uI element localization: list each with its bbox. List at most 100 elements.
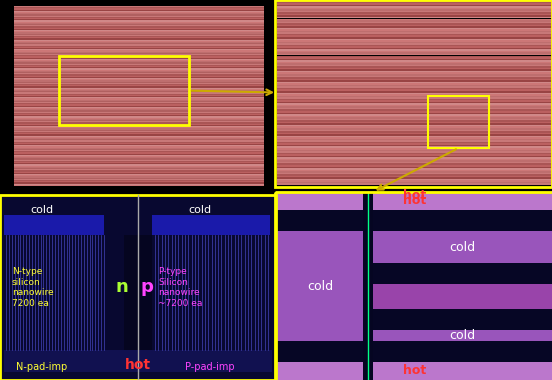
Text: hot: hot — [125, 358, 151, 372]
Bar — [14, 55, 264, 56]
Bar — [277, 179, 552, 180]
Bar — [277, 210, 552, 231]
Bar — [277, 137, 552, 139]
Bar — [277, 96, 552, 97]
Bar — [14, 181, 264, 182]
Bar — [14, 113, 264, 114]
Bar — [14, 22, 264, 23]
Text: cold: cold — [30, 205, 54, 215]
Bar — [277, 14, 552, 16]
Bar — [277, 62, 552, 63]
Bar — [277, 37, 552, 38]
Bar — [4, 215, 104, 235]
Bar — [14, 72, 264, 73]
Bar — [14, 85, 264, 86]
Bar — [14, 24, 264, 25]
Bar — [14, 161, 264, 162]
Bar — [277, 63, 552, 65]
Bar — [124, 235, 152, 350]
Bar — [14, 130, 264, 131]
Bar — [14, 41, 264, 42]
Bar — [14, 56, 264, 58]
Bar — [14, 122, 264, 124]
Bar — [277, 3, 552, 5]
Bar — [277, 97, 552, 99]
Bar — [277, 76, 552, 77]
Bar — [277, 51, 552, 52]
Bar — [14, 77, 264, 78]
Bar — [277, 92, 552, 94]
Bar — [277, 154, 552, 156]
Bar — [277, 309, 552, 330]
Bar — [14, 168, 264, 169]
Bar — [277, 11, 552, 12]
Bar — [277, 109, 552, 111]
Bar — [277, 94, 552, 96]
Bar — [14, 165, 264, 166]
Bar — [277, 105, 552, 106]
Text: hot: hot — [403, 195, 426, 207]
Bar — [277, 35, 552, 37]
Bar — [277, 89, 552, 91]
Bar — [277, 28, 552, 29]
Bar — [277, 22, 552, 23]
Bar — [277, 124, 552, 125]
Bar — [277, 74, 552, 76]
Bar — [14, 172, 264, 173]
Text: hot: hot — [403, 189, 426, 202]
Bar — [14, 97, 264, 98]
Bar — [277, 6, 552, 8]
Bar — [277, 162, 552, 163]
Bar — [14, 86, 264, 88]
Bar — [14, 174, 264, 175]
Bar — [14, 136, 264, 137]
Bar — [277, 145, 552, 146]
Bar — [14, 33, 264, 35]
Text: N-pad-imp: N-pad-imp — [17, 362, 68, 372]
Bar — [4, 350, 272, 372]
Bar — [277, 182, 552, 184]
Bar — [277, 231, 363, 341]
Bar — [373, 231, 552, 263]
Bar — [14, 11, 264, 12]
Bar — [14, 169, 264, 170]
Bar — [14, 19, 264, 21]
Bar — [14, 17, 264, 18]
Bar — [0, 195, 276, 380]
Bar — [14, 117, 264, 119]
Bar — [277, 146, 552, 148]
Bar — [14, 7, 264, 8]
Bar — [277, 60, 552, 62]
Bar — [277, 192, 552, 210]
Bar — [277, 127, 552, 128]
Bar — [14, 156, 264, 157]
Bar — [14, 101, 264, 102]
Bar — [14, 140, 264, 142]
Bar — [14, 78, 264, 79]
Bar — [14, 155, 264, 156]
Bar — [14, 31, 264, 32]
Text: cold: cold — [449, 329, 475, 342]
Bar — [277, 49, 552, 51]
Bar — [277, 131, 552, 133]
Bar — [14, 107, 264, 108]
Bar — [14, 92, 264, 93]
Bar — [14, 163, 264, 165]
Bar — [14, 18, 264, 19]
Text: hot: hot — [403, 364, 426, 377]
Bar — [14, 121, 264, 122]
Bar — [14, 173, 264, 174]
Bar — [14, 73, 264, 74]
Text: P-type
Silicon
nanowire
~7200 ea: P-type Silicon nanowire ~7200 ea — [158, 268, 203, 307]
Bar — [277, 91, 552, 92]
Bar — [14, 151, 264, 152]
Bar — [277, 73, 552, 74]
Bar — [14, 46, 264, 47]
Bar — [14, 40, 264, 41]
Bar — [14, 91, 264, 92]
Bar — [277, 83, 552, 85]
Bar — [277, 34, 552, 35]
Bar — [277, 163, 552, 165]
Bar — [14, 105, 264, 106]
Bar — [277, 125, 552, 127]
